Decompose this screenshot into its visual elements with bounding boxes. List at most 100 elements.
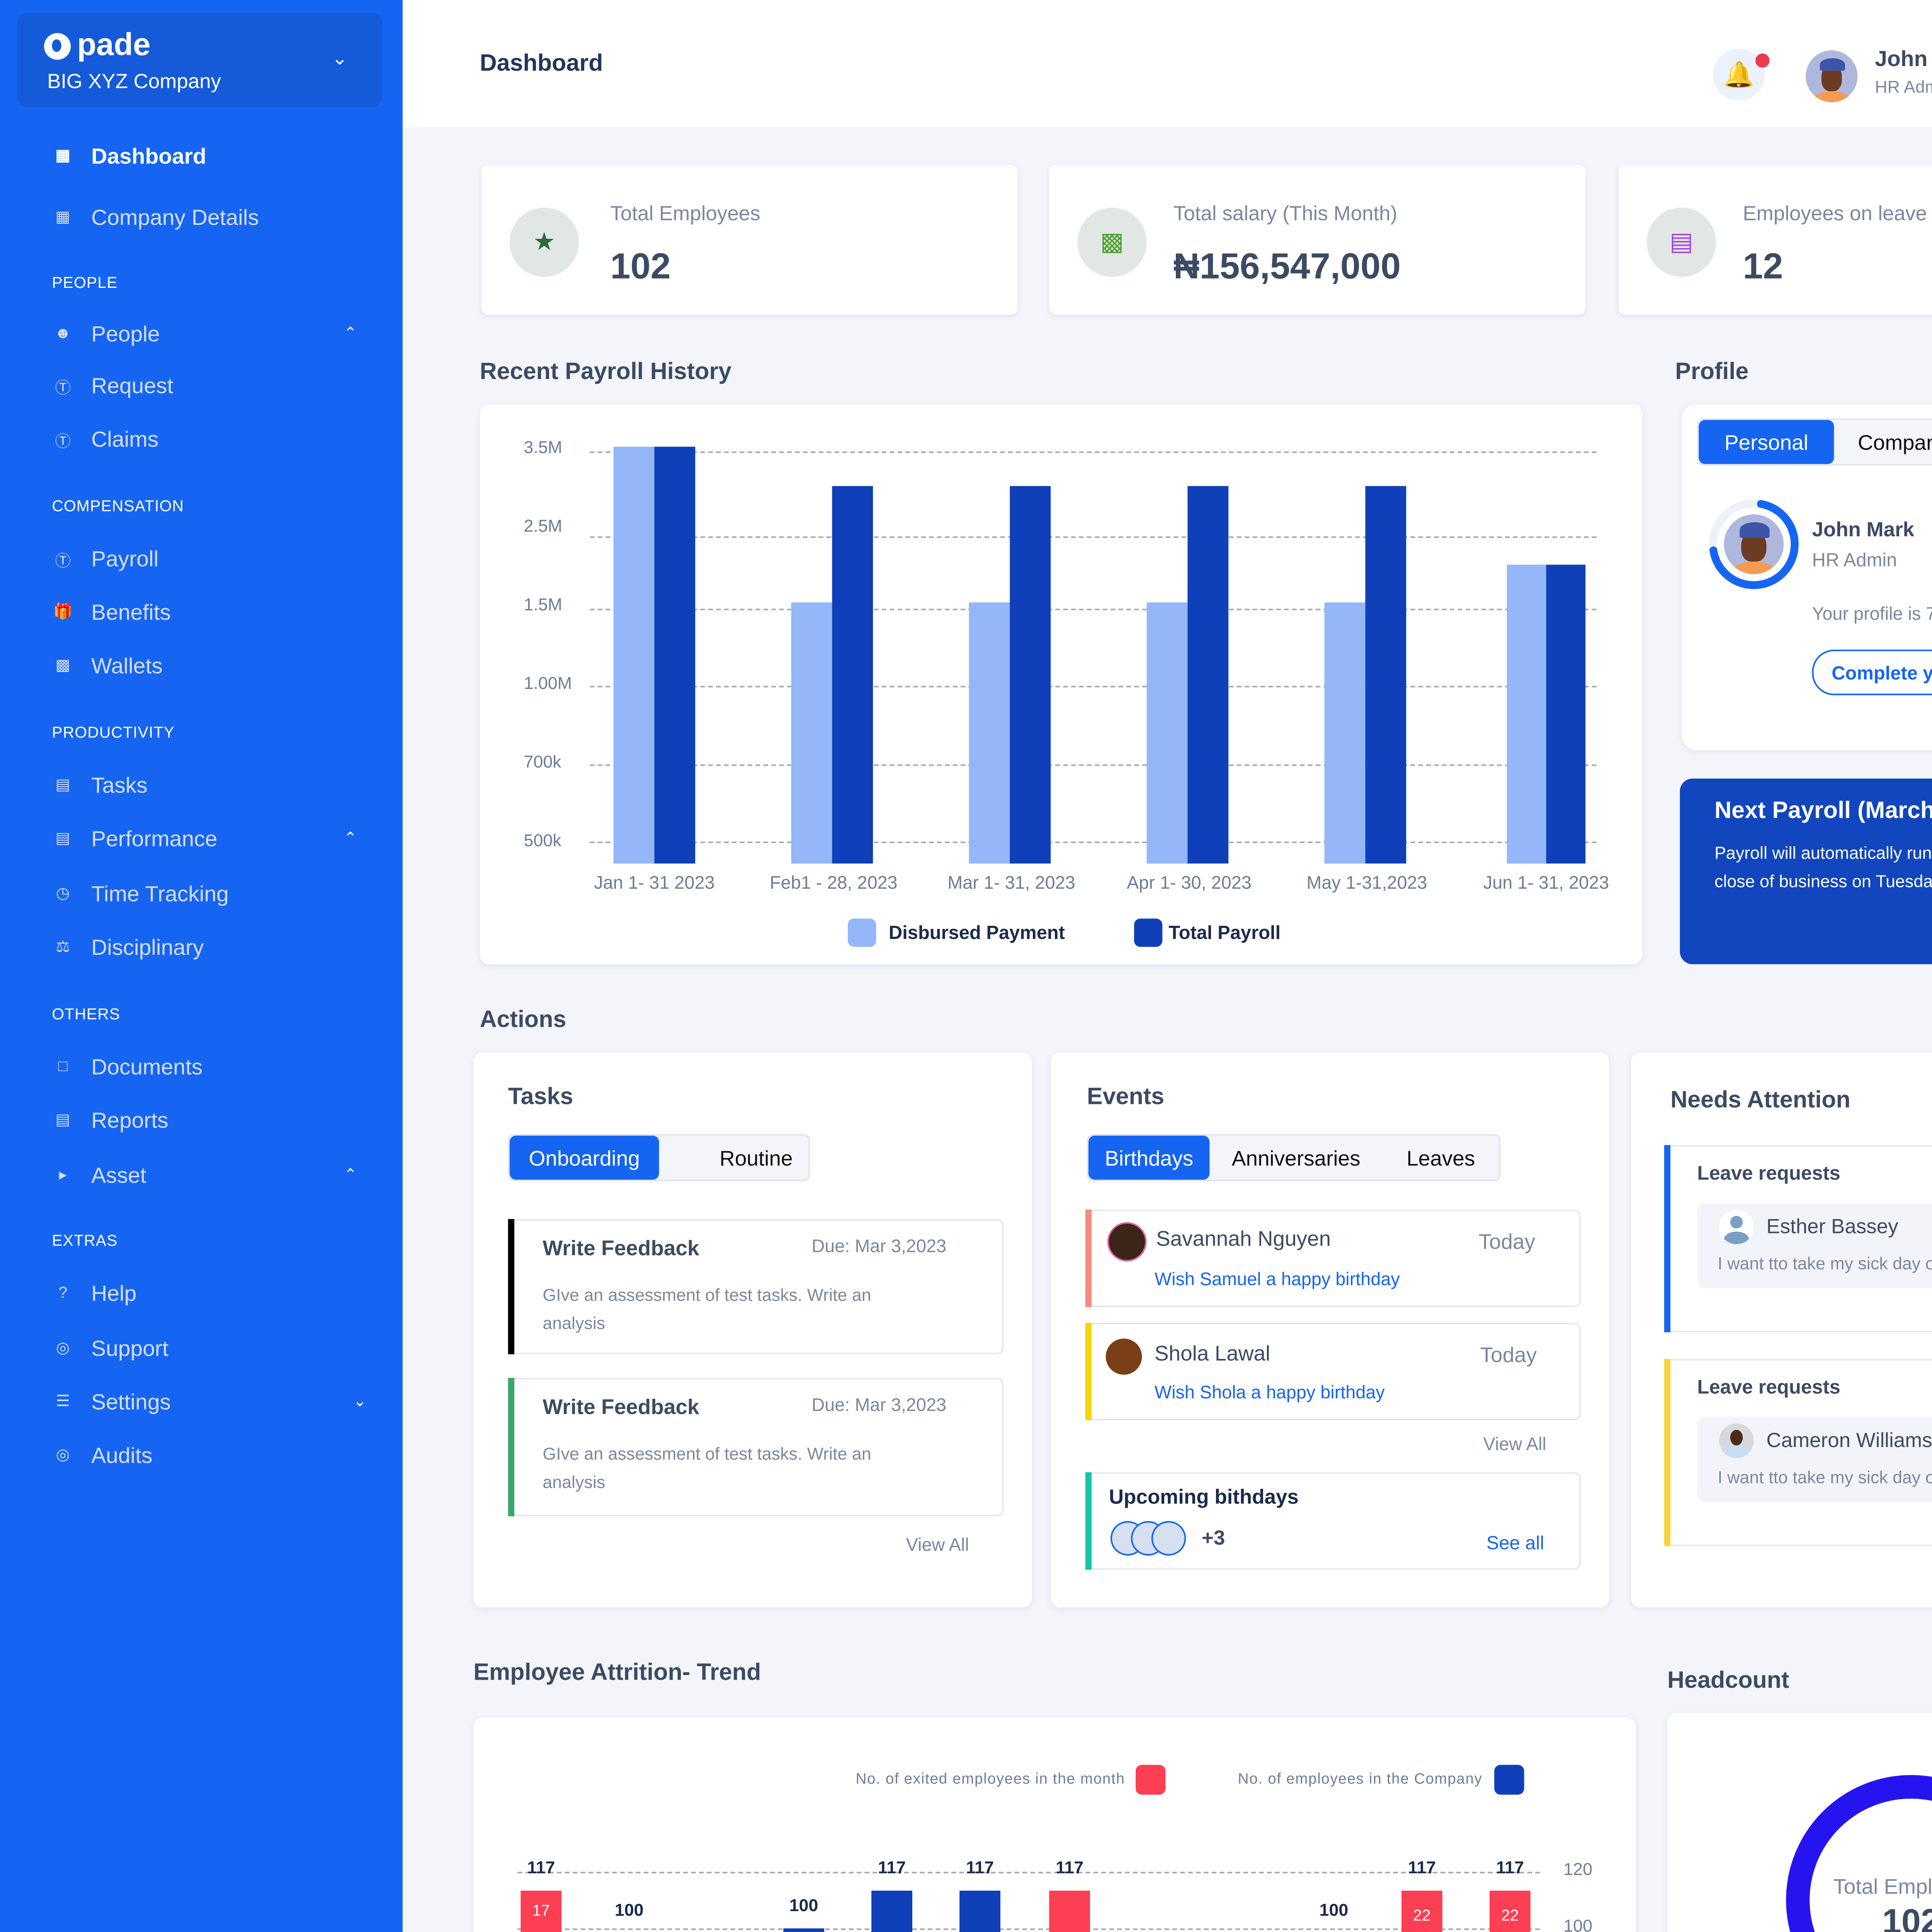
- birthday-item[interactable]: Shola Lawal Today Wish Shola a happy bir…: [1085, 1323, 1581, 1420]
- stat-card-total-employees: ★ Total Employees 102: [481, 165, 1018, 315]
- task-item[interactable]: Write Feedback Due: Mar 3,2023 GIve an a…: [508, 1219, 1004, 1354]
- attrition-bar-dec[interactable]: 117 22 95: [1489, 1859, 1531, 1932]
- bar-disbursed-feb[interactable]: [791, 602, 832, 864]
- sidebar-item-documents[interactable]: □ Documents: [52, 1049, 366, 1084]
- sidebar-item-label: Tasks: [91, 772, 148, 798]
- sidebar-item-benefits[interactable]: 🎁 Benefits: [52, 595, 366, 629]
- wish-birthday-link[interactable]: Wish Shola a happy birthday: [1154, 1384, 1385, 1403]
- sidebar-item-wallets[interactable]: ▩ Wallets: [52, 648, 366, 683]
- tab-anniversaries[interactable]: Anniversaries: [1231, 1146, 1361, 1170]
- legend-swatch: [1136, 1765, 1166, 1795]
- task-due: Due: Mar 3,2023: [811, 1396, 947, 1416]
- sidebar-item-claims[interactable]: Ⓣ Claims: [52, 422, 366, 456]
- tab-routine[interactable]: Routine: [719, 1146, 793, 1170]
- see-all-link[interactable]: See all: [1486, 1532, 1544, 1554]
- tab-leaves[interactable]: Leaves: [1406, 1146, 1475, 1170]
- attrition-bar-may[interactable]: 117 117: [871, 1859, 913, 1932]
- document-icon: ▤: [55, 776, 71, 794]
- bar-total-may[interactable]: [1365, 486, 1406, 864]
- clipboard-icon: ▤: [1647, 207, 1716, 277]
- tasks-view-all-link[interactable]: View All: [906, 1537, 969, 1556]
- attrition-bar-nov[interactable]: 117 22 95: [1401, 1859, 1442, 1932]
- bar-total-feb[interactable]: [832, 486, 873, 864]
- bar-total-mar[interactable]: [1010, 486, 1051, 864]
- audit-icon: ◎: [56, 1446, 70, 1464]
- tab-onboarding[interactable]: Onboarding: [509, 1136, 659, 1180]
- sidebar-item-company-details[interactable]: ▦ Company Details: [52, 200, 366, 235]
- bar-disbursed-apr[interactable]: [1146, 602, 1188, 864]
- avatar[interactable]: [1806, 50, 1858, 102]
- legend-swatch: [1134, 918, 1163, 947]
- events-card: Events Birthdays Anniversaries Leaves Sa…: [1051, 1052, 1609, 1608]
- sidebar-item-payroll[interactable]: Ⓣ Payroll: [52, 541, 366, 576]
- payroll-chart: 3.5M 2.5M 1.5M 1.00M 700k 500k Jan 1- 31…: [480, 404, 1642, 964]
- bar-disbursed-jan[interactable]: [613, 447, 655, 864]
- bar-disbursed-jun[interactable]: [1507, 565, 1546, 864]
- chevron-up-icon[interactable]: ⌃: [344, 830, 357, 847]
- page-title: Dashboard: [480, 50, 603, 77]
- file-icon: □: [58, 1058, 68, 1075]
- chevron-down-icon[interactable]: ⌄: [353, 1393, 367, 1410]
- events-view-all-link[interactable]: View All: [1483, 1436, 1546, 1455]
- bar-total-jun[interactable]: [1546, 565, 1586, 864]
- sidebar-item-performance[interactable]: ▤ Performance ⌃: [52, 821, 366, 856]
- sidebar-item-audits[interactable]: ◎ Audits: [52, 1438, 366, 1473]
- avatar: [1107, 1222, 1147, 1262]
- sidebar-item-settings[interactable]: ☰ Settings ⌄: [52, 1384, 367, 1419]
- legend-total-payroll: Total Payroll: [1134, 918, 1281, 947]
- complete-profile-button[interactable]: Complete your profile: [1812, 650, 1932, 696]
- sidebar-item-time-tracking[interactable]: ◷ Time Tracking: [52, 876, 366, 911]
- task-title: Write Feedback: [543, 1236, 699, 1260]
- task-description: GIve an assessment of test tasks. Write …: [543, 1286, 871, 1306]
- notifications-button[interactable]: 🔔: [1713, 49, 1770, 101]
- tab-birthdays[interactable]: Birthdays: [1088, 1136, 1210, 1180]
- sidebar-item-people[interactable]: ☻ People ⌃: [52, 316, 366, 351]
- sidebar-item-label: Request: [91, 372, 173, 398]
- tab-company[interactable]: Company: [1857, 430, 1932, 454]
- bar-total-jan[interactable]: [654, 447, 696, 864]
- bar-disbursed-may[interactable]: [1324, 602, 1366, 864]
- bar-disbursed-mar[interactable]: [969, 602, 1010, 864]
- upcoming-birthdays: Upcoming bithdays +3 See all: [1085, 1472, 1581, 1570]
- bar-total-apr[interactable]: [1187, 486, 1229, 864]
- birthday-item[interactable]: Savannah Nguyen Today Wish Samuel a happ…: [1085, 1209, 1581, 1307]
- clock-icon: ◷: [56, 884, 70, 902]
- chevron-up-icon[interactable]: ⌃: [344, 325, 357, 342]
- legend-label: No. of employees in the Company: [1238, 1771, 1483, 1789]
- avatar: [1105, 1338, 1142, 1375]
- company-switcher[interactable]: pade BIG XYZ Company ⌄: [17, 12, 383, 107]
- task-description: GIve an assessment of test tasks. Write …: [543, 1445, 871, 1464]
- chevron-down-icon[interactable]: ⌄: [332, 47, 348, 70]
- attention-item[interactable]: Leave requests Cameron Williamson I want…: [1664, 1359, 1932, 1546]
- task-item[interactable]: Write Feedback Due: Mar 3,2023 GIve an a…: [508, 1378, 1004, 1517]
- sidebar-item-label: Company Details: [91, 204, 259, 230]
- attrition-bar-jul[interactable]: 117 48 79: [1049, 1859, 1090, 1932]
- sidebar-item-dashboard[interactable]: ▦ Dashboard: [52, 138, 366, 173]
- attrition-bar-jan[interactable]: 117 17 100: [520, 1859, 562, 1932]
- sidebar-item-request[interactable]: Ⓣ Request: [52, 368, 366, 403]
- task-description: analysis: [543, 1315, 605, 1334]
- attrition-bar-jun[interactable]: 117 117: [959, 1859, 1000, 1932]
- sidebar-item-disciplinary[interactable]: ⚖ Disciplinary: [52, 930, 366, 964]
- attention-item[interactable]: Leave requests Esther Bassey I want tto …: [1664, 1145, 1932, 1332]
- event-person-name: Shola Lawal: [1154, 1342, 1270, 1366]
- nav-section-people: PEOPLE: [52, 275, 118, 293]
- sidebar-item-help[interactable]: ? Help: [52, 1276, 366, 1310]
- sidebar-item-asset[interactable]: ▸ Asset ⌃: [52, 1158, 366, 1192]
- profile-progress-ring: [1709, 499, 1799, 589]
- brand-logo: pade: [44, 28, 151, 65]
- stat-card-employees-on-leave: ▤ Employees on leave 12: [1618, 165, 1932, 315]
- attrition-bar-apr[interactable]: 100 100: [783, 1897, 825, 1932]
- sidebar-item-label: Disciplinary: [91, 934, 204, 960]
- needs-attention-card: Needs Attention Leave requests Esther Ba…: [1631, 1052, 1932, 1608]
- sidebar-item-support[interactable]: ◎ Support: [52, 1331, 366, 1366]
- actions-section-title: Actions: [480, 1007, 566, 1034]
- legend-swatch: [848, 918, 876, 947]
- attention-heading: Leave requests: [1697, 1162, 1840, 1185]
- sidebar-item-tasks[interactable]: ▤ Tasks: [52, 768, 366, 803]
- wish-birthday-link[interactable]: Wish Samuel a happy birthday: [1154, 1271, 1400, 1290]
- tab-personal[interactable]: Personal: [1699, 420, 1834, 464]
- request-message: I want tto take my sick day off: [1718, 1469, 1932, 1488]
- sidebar-item-reports[interactable]: ▤ Reports: [52, 1103, 366, 1138]
- chevron-up-icon[interactable]: ⌃: [344, 1166, 357, 1184]
